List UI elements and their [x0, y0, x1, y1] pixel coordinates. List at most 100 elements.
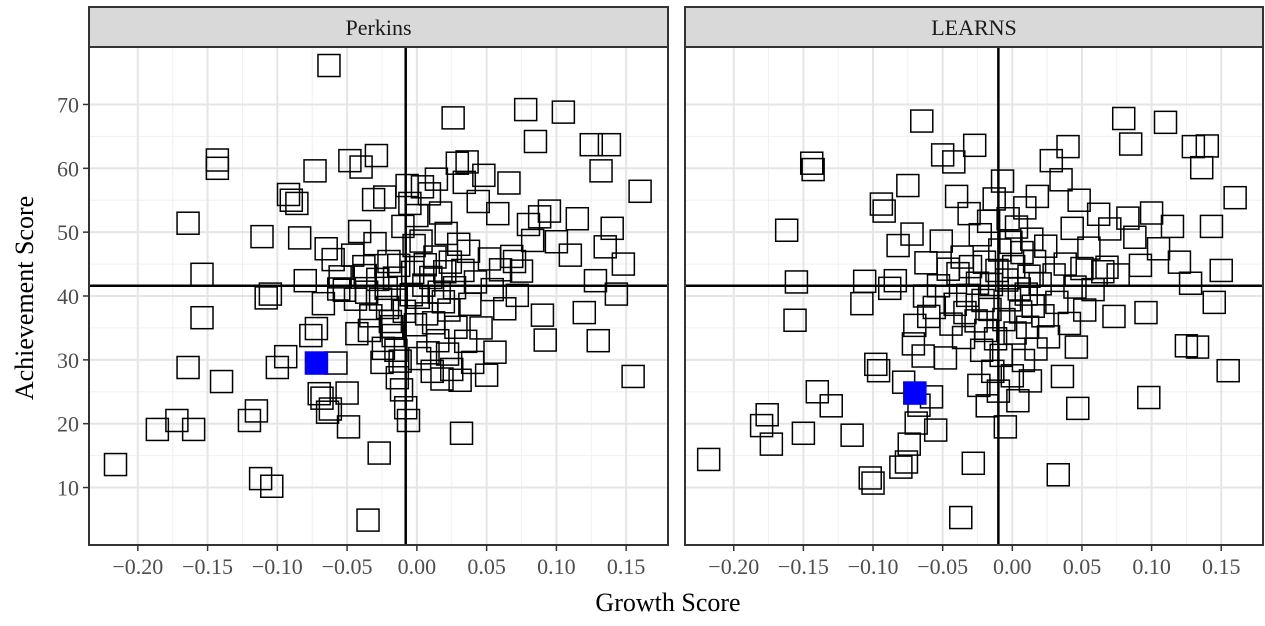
data-point: [385, 365, 410, 390]
data-point: [784, 270, 809, 294]
x-tick-label: −0.15: [182, 554, 233, 579]
data-point: [897, 432, 921, 456]
data-point: [558, 243, 583, 267]
y-tick-label: 10: [57, 476, 79, 501]
data-point: [942, 150, 966, 174]
data-point: [819, 394, 843, 418]
data-point: [943, 292, 967, 317]
data-point: [551, 100, 576, 124]
data-point: [328, 265, 352, 289]
data-point: [1077, 236, 1101, 260]
data-point: [861, 471, 885, 495]
data-point: [1004, 215, 1029, 239]
data-point: [1064, 335, 1089, 359]
data-point: [1134, 300, 1158, 325]
y-tick-label: 20: [57, 412, 79, 437]
x-tick-label: 0.15: [1202, 554, 1241, 579]
data-point: [864, 352, 888, 377]
data-point: [335, 381, 359, 405]
data-point: [145, 417, 170, 442]
data-point: [944, 184, 969, 209]
data-point: [424, 167, 449, 191]
data-point: [388, 349, 412, 373]
data-point: [958, 254, 983, 279]
data-point: [1199, 214, 1224, 239]
data-point: [783, 308, 807, 333]
data-point: [589, 159, 613, 183]
data-point: [441, 106, 465, 130]
data-point: [579, 132, 604, 157]
data-point: [1118, 132, 1143, 156]
data-point: [205, 156, 230, 181]
data-point: [237, 408, 262, 433]
data-point: [1137, 385, 1161, 410]
data-point: [1153, 110, 1178, 135]
data-point: [1223, 185, 1247, 210]
x-tick-label: −0.05: [322, 554, 373, 579]
data-point: [583, 268, 608, 293]
data-point: [537, 199, 562, 223]
y-tick-label: 40: [57, 284, 79, 309]
x-tick-label: 0.10: [537, 554, 576, 579]
data-point: [410, 175, 435, 199]
data-point: [356, 508, 380, 532]
data-point: [1128, 253, 1153, 278]
data-point: [423, 245, 447, 269]
data-point: [386, 253, 411, 278]
data-point: [904, 411, 928, 435]
data-point: [448, 368, 472, 393]
data-point: [978, 297, 1002, 322]
data-point: [260, 474, 284, 499]
data-point: [389, 378, 414, 402]
panel-perkins: Perkins −0.20 −0.15 −0.10 −0.05 0.00 0.05 0.10 0…: [57, 6, 669, 579]
data-point: [900, 222, 924, 246]
data-point: [250, 224, 274, 249]
data-point: [444, 315, 468, 340]
data-point: [877, 276, 902, 301]
highlight-point: [903, 381, 927, 405]
data-point: [426, 328, 450, 353]
data-point: [497, 171, 521, 195]
data-point: [420, 359, 444, 384]
highlight-point: [304, 351, 329, 375]
data-point: [791, 421, 816, 446]
data-point: [628, 179, 652, 204]
data-point: [1056, 134, 1080, 159]
data-point: [1010, 240, 1034, 265]
data-point: [273, 344, 298, 369]
data-point: [889, 455, 913, 479]
data-point: [469, 316, 493, 340]
x-tick-label: 0.05: [1063, 554, 1102, 579]
y-tick-label: 50: [57, 220, 79, 245]
data-point: [801, 157, 825, 182]
data-point: [509, 259, 534, 283]
data-point: [982, 187, 1006, 211]
data-point: [326, 277, 351, 301]
data-point: [303, 159, 327, 183]
data-point: [611, 252, 636, 276]
data-point: [1003, 321, 1027, 345]
data-point: [409, 229, 433, 253]
data-point: [1057, 311, 1082, 336]
data-point: [317, 53, 341, 78]
data-point: [466, 189, 491, 214]
data-point: [903, 313, 927, 338]
strip-header: [88, 6, 669, 48]
data-point: [456, 239, 481, 264]
data-point: [520, 228, 545, 253]
y-tick-label: 60: [57, 156, 79, 181]
data-point: [1018, 369, 1043, 393]
data-point: [407, 346, 432, 371]
data-point: [1014, 282, 1038, 306]
data-point: [1050, 364, 1075, 389]
data-point: [1195, 134, 1220, 158]
data-point: [990, 169, 1015, 193]
data-point: [452, 170, 477, 195]
data-point: [1091, 259, 1115, 284]
x-tick-label: −0.10: [848, 554, 899, 579]
data-point: [1045, 290, 1069, 315]
data-point: [840, 423, 864, 447]
data-point: [866, 358, 891, 383]
data-point: [375, 295, 400, 320]
